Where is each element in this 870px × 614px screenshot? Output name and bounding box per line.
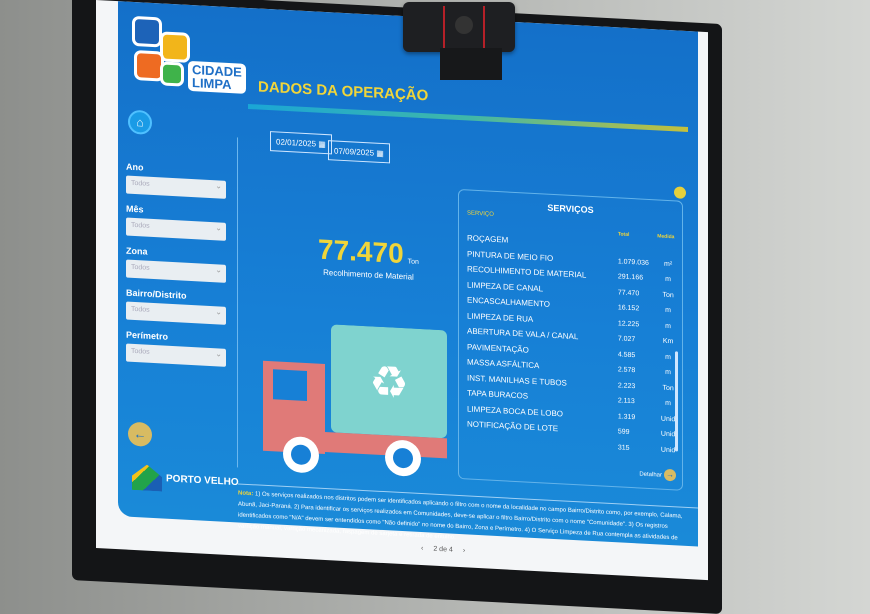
monitor-screen: CIDADE LIMPA DADOS DA OPERAÇÃO ⌂ Ano Todo… <box>96 0 708 581</box>
start-date-input[interactable]: 02/01/2025 ▦ <box>270 131 332 155</box>
cell-unit: m² <box>664 260 673 268</box>
services-table: Total Medida ROÇAGEM PINTURA DE MEIO FIO 1.… <box>467 222 679 458</box>
cidade-limpa-logo: CIDADE LIMPA <box>132 15 246 101</box>
filter-mes: Mês Todos <box>126 204 226 241</box>
scrollbar[interactable] <box>675 351 678 452</box>
svg-text:♻: ♻ <box>369 357 408 408</box>
calendar-icon[interactable]: ▦ <box>318 139 326 150</box>
home-icon[interactable]: ⌂ <box>128 109 152 135</box>
filter-label: Ano <box>126 161 144 173</box>
filter-mes-select[interactable]: Todos <box>126 217 226 241</box>
info-dot-icon[interactable] <box>674 186 686 199</box>
filter-label: Mês <box>126 203 144 215</box>
filter-label: Perímetro <box>126 329 169 342</box>
filter-zona-select[interactable]: Todos <box>126 259 226 283</box>
cell-unit: m <box>665 307 672 315</box>
filter-label: Zona <box>126 245 148 257</box>
sidebar-divider <box>237 137 238 468</box>
back-arrow-button[interactable]: ← <box>128 421 152 447</box>
arrow-right-icon: → <box>664 468 676 482</box>
next-page-button[interactable]: › <box>462 547 466 555</box>
kpi-label: Recolhimento de Material <box>323 267 414 282</box>
report-page: CIDADE LIMPA DADOS DA OPERAÇÃO ⌂ Ano Todo… <box>118 1 698 557</box>
filter-perimetro: Perímetro Todos <box>126 330 226 367</box>
footnote: Nota: 1) Os serviços realizados nos dist… <box>238 483 698 557</box>
kpi-unit: Ton <box>407 258 419 266</box>
prev-page-button[interactable]: ‹ <box>421 545 424 553</box>
city-logo-text: PORTO VELHO <box>166 473 239 489</box>
filter-ano-select[interactable]: Todos <box>126 175 226 199</box>
detail-button[interactable]: Detalhar → <box>639 467 676 482</box>
note-label: Nota: <box>238 490 254 498</box>
page-indicator: 2 de 4 <box>433 545 453 554</box>
filter-ano: Ano Todos <box>126 162 226 199</box>
cell-unit: Ton <box>662 291 674 300</box>
porto-velho-mark-icon <box>132 464 162 492</box>
filter-panel: Ano Todos Mês Todos Zona Todos Bairro/Distr… <box>126 152 226 367</box>
cell-unit: Km <box>662 337 674 346</box>
page-navigator: ‹ 2 de 4 › <box>416 545 470 555</box>
kpi-value: 77.470 <box>318 233 404 270</box>
cell-unit: m <box>665 322 672 330</box>
end-date-value: 07/09/2025 <box>334 146 375 158</box>
webcam <box>403 2 515 52</box>
services-panel: SERVIÇOS SERVIÇO Total Medida ROÇAGEM PINT… <box>458 188 683 491</box>
cell-total: 315 <box>617 444 630 452</box>
filter-label: Bairro/Distrito <box>126 287 187 301</box>
filter-perimetro-select[interactable]: Todos <box>126 343 226 367</box>
start-date-value: 02/01/2025 <box>276 137 317 149</box>
filter-bairro: Bairro/Distrito Todos <box>126 288 226 325</box>
porto-velho-logo: PORTO VELHO <box>132 464 239 496</box>
recycling-truck-icon: ♻ <box>263 324 447 477</box>
cell-unit <box>657 240 679 257</box>
cell-unit: m <box>665 276 672 284</box>
end-date-input[interactable]: 07/09/2025 ▦ <box>328 140 390 164</box>
filter-bairro-select[interactable]: Todos <box>126 301 226 325</box>
note-text: 1) Os serviços realizados nos distritos … <box>238 491 683 542</box>
webcam-mount <box>440 48 502 80</box>
title-underline <box>248 103 688 133</box>
page-title: DADOS DA OPERAÇÃO <box>258 78 429 105</box>
kpi-card: 77.470 Ton Recolhimento de Material <box>318 234 419 282</box>
filter-zona: Zona Todos <box>126 246 226 283</box>
logo-text: CIDADE LIMPA <box>188 60 246 94</box>
detail-label: Detalhar <box>639 471 662 479</box>
calendar-icon[interactable]: ▦ <box>376 148 384 159</box>
